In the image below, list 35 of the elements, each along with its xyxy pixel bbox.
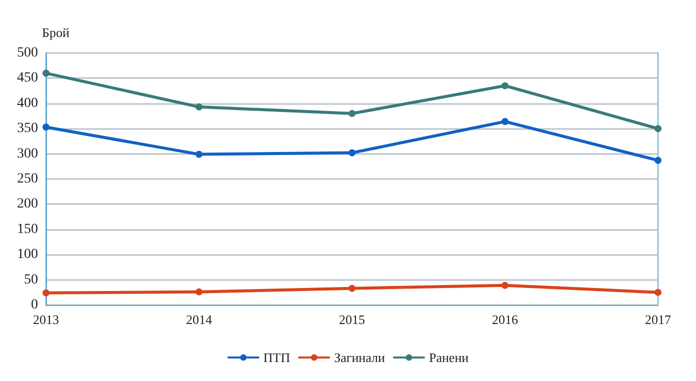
point: [654, 156, 662, 164]
point: [196, 288, 202, 296]
y-tick-label: 350: [17, 121, 38, 136]
point: [502, 82, 508, 90]
point: [654, 125, 662, 132]
point: [42, 70, 50, 77]
x-tick-label: 2013: [33, 312, 59, 327]
y-tick-label: 200: [17, 196, 38, 212]
point: [42, 289, 50, 296]
point: [196, 103, 202, 110]
point: [196, 150, 202, 158]
y-tick-label: 500: [17, 46, 38, 60]
y-tick-label: 0: [31, 298, 38, 312]
legend-label: Загинали: [334, 350, 386, 365]
legend-label: ПТП: [263, 350, 290, 365]
point: [502, 282, 508, 289]
point: [654, 288, 662, 296]
y-tick-label: 450: [17, 70, 38, 86]
x-tick-label: 2017: [645, 312, 672, 327]
x-tick-label: 2016: [492, 312, 518, 327]
point: [502, 118, 508, 126]
x-tick-label: 2014: [186, 312, 212, 327]
y-tick-label: 400: [17, 96, 38, 111]
point: [348, 149, 356, 156]
point: [42, 124, 50, 131]
x-tick-label: 2015: [339, 312, 365, 327]
y-axis-title: Брой: [42, 25, 70, 40]
point: [348, 284, 356, 292]
y-tick-label: 150: [17, 222, 38, 237]
point: [348, 110, 356, 117]
y-tick-label: 300: [17, 146, 38, 162]
y-tick-label: 250: [17, 172, 38, 186]
y-tick-label: 50: [24, 272, 38, 288]
y-tick-label: 100: [17, 247, 38, 262]
legend-label: Ранени: [428, 350, 469, 365]
